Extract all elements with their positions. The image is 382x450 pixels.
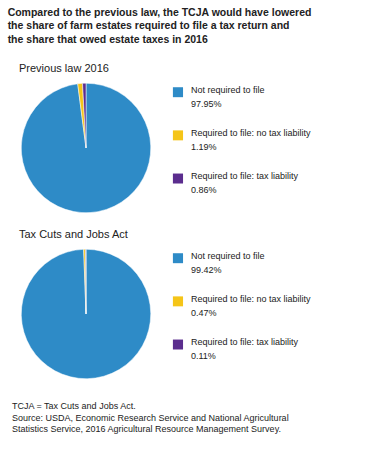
- svg-text:0.47%: 0.47%: [191, 308, 217, 318]
- svg-text:97.95%: 97.95%: [191, 99, 222, 109]
- svg-text:Not required to file: Not required to file: [191, 251, 265, 261]
- svg-text:Required to file: no tax liabi: Required to file: no tax liability: [191, 294, 311, 304]
- svg-text:Required to file: tax liabilit: Required to file: tax liability: [191, 337, 299, 347]
- svg-text:Previous law 2016: Previous law 2016: [19, 62, 109, 74]
- svg-text:1.19%: 1.19%: [191, 142, 217, 152]
- svg-text:0.86%: 0.86%: [191, 185, 217, 195]
- svg-text:Not required to file: Not required to file: [191, 85, 265, 95]
- svg-text:99.42%: 99.42%: [191, 265, 222, 275]
- svg-text:TCJA = Tax Cuts and Jobs Act.S: TCJA = Tax Cuts and Jobs Act.Source: USD…: [12, 401, 289, 434]
- svg-text:0.11%: 0.11%: [191, 351, 216, 361]
- svg-text:Required to file: tax liabilit: Required to file: tax liability: [191, 171, 299, 181]
- svg-text:Required to file: no tax liabi: Required to file: no tax liability: [191, 128, 311, 138]
- svg-text:Compared to the previous law,: Compared to the previous law, the TCJA w…: [8, 6, 312, 45]
- svg-text:Tax Cuts and Jobs Act: Tax Cuts and Jobs Act: [19, 228, 128, 240]
